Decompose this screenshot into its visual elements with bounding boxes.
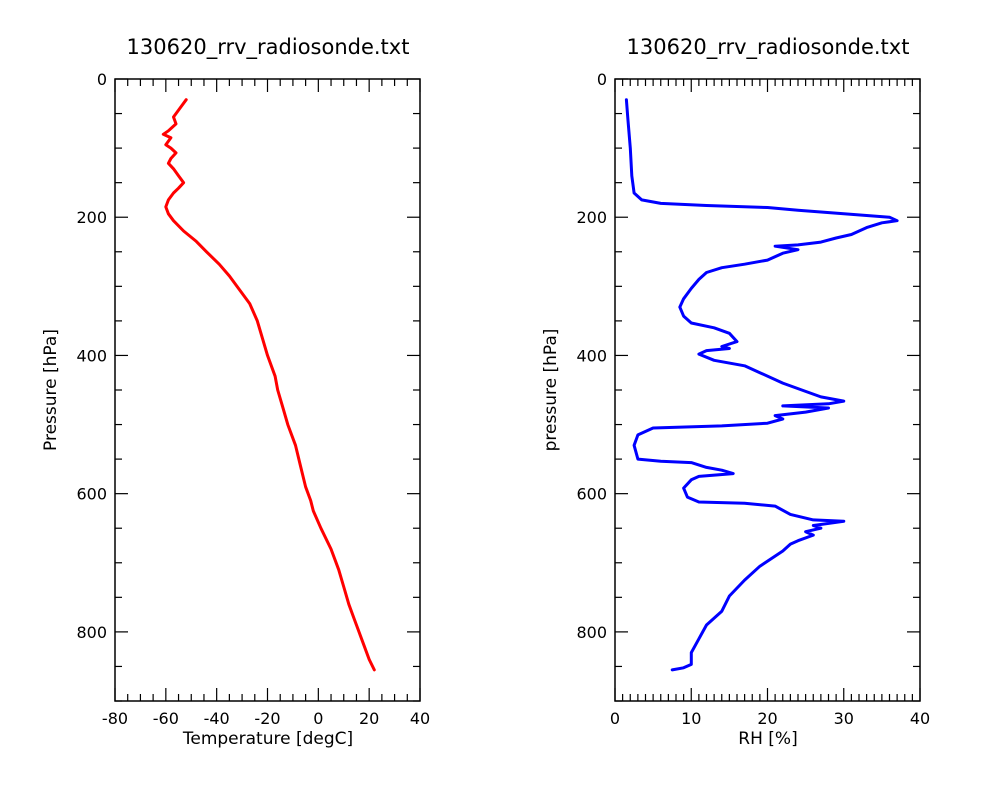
rh-y-tick-label: 200 (576, 208, 607, 227)
temperature-y-tick-label: 600 (76, 485, 107, 504)
temperature-y-tick-label: 800 (76, 623, 107, 642)
temperature-profile-line (161, 98, 376, 672)
temperature-y-axis-label: Pressure [hPa] (41, 329, 61, 451)
rh-y-tick-label: 800 (576, 623, 607, 642)
temperature-x-tick-label: -20 (254, 709, 280, 728)
temperature-x-tick-label: -40 (204, 709, 230, 728)
temperature-x-tick-label: -80 (102, 709, 128, 728)
rh-panel: 130620_rrv_radiosonde.txt 0 10 20 30 4002004… (541, 35, 930, 749)
rh-x-tick-label: 10 (681, 709, 701, 728)
temperature-x-tick-label: 0 (313, 709, 323, 728)
temperature-panel: 130620_rrv_radiosonde.txt -80 -60 -40 -20 0 2… (41, 35, 430, 749)
temperature-x-tick-label: 20 (359, 709, 379, 728)
rh-y-axis-label: pressure [hPa] (541, 329, 561, 452)
rh-chart-title: 130620_rrv_radiosonde.txt (627, 35, 910, 60)
temperature-x-tick-label: 40 (410, 709, 430, 728)
temperature-chart-title: 130620_rrv_radiosonde.txt (127, 35, 410, 60)
temperature-y-tick-label: 200 (76, 208, 107, 227)
rh-profile-line (624, 98, 899, 672)
temperature-axis-ticks (114, 78, 421, 702)
rh-x-tick-label: 20 (757, 709, 777, 728)
rh-y-tick-label: 400 (576, 346, 607, 365)
rh-x-axis-label: RH [%] (738, 729, 797, 749)
temperature-x-tick-label: -60 (153, 709, 179, 728)
rh-x-tick-label: 0 (610, 709, 620, 728)
rh-plot-frame (614, 78, 921, 702)
rh-x-tick-label: 30 (834, 709, 854, 728)
rh-series-group (624, 98, 899, 672)
temperature-y-tick-label: 0 (97, 70, 107, 89)
rh-x-tick-label: 40 (910, 709, 930, 728)
temperature-y-tick-label: 400 (76, 346, 107, 365)
rh-y-tick-label: 600 (576, 485, 607, 504)
temperature-x-axis-label: Temperature [degC] (182, 729, 353, 749)
temperature-plot-frame (114, 78, 421, 702)
rh-y-tick-label: 0 (597, 70, 607, 89)
temperature-series-group (161, 98, 376, 672)
